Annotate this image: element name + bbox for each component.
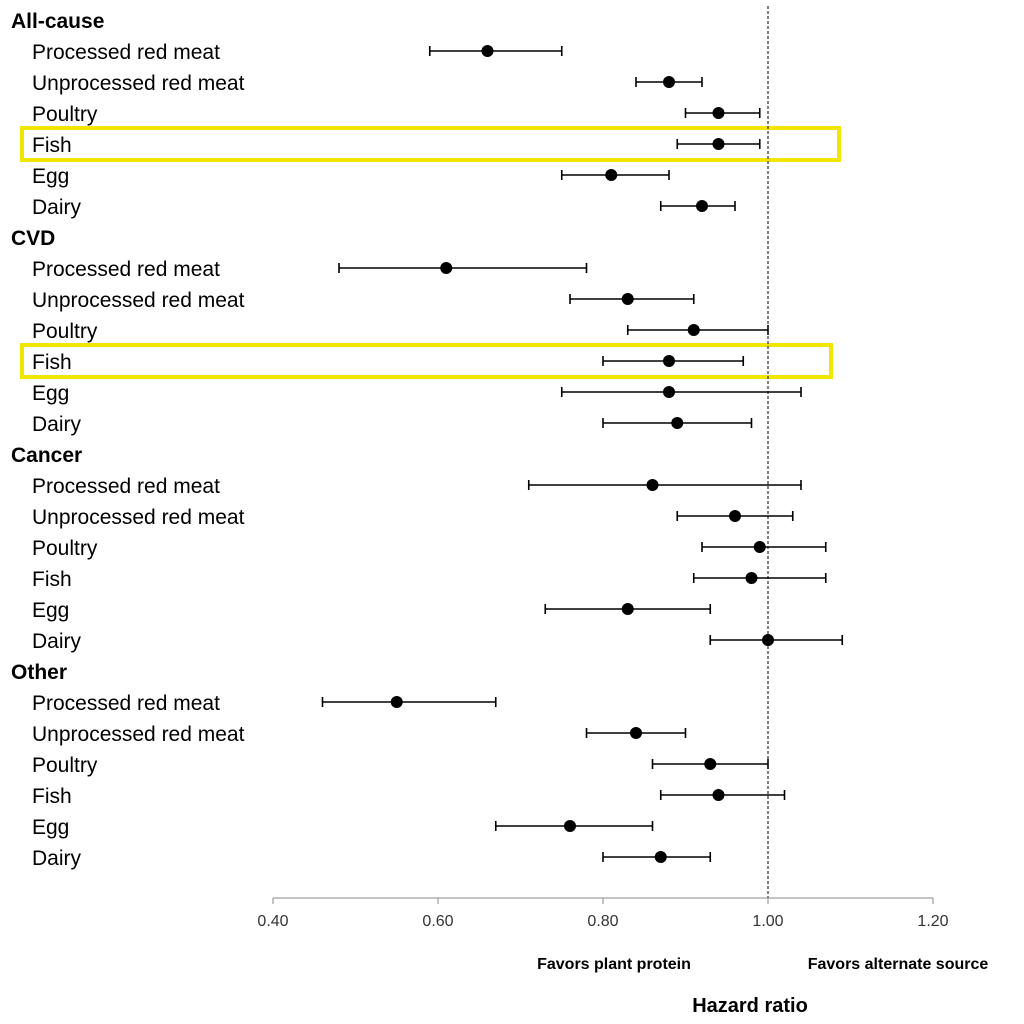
estimate-point bbox=[704, 758, 717, 770]
estimate-point bbox=[687, 324, 700, 336]
estimate-point bbox=[712, 789, 725, 801]
estimate-point bbox=[712, 107, 725, 119]
estimate-point bbox=[753, 541, 766, 553]
row-label: Egg bbox=[32, 599, 69, 622]
highlight-boxes bbox=[20, 126, 841, 379]
estimate-marks bbox=[321, 45, 844, 863]
favors-alternate-label: Favors alternate source bbox=[808, 956, 989, 973]
estimate-point bbox=[762, 634, 774, 646]
row-label: Dairy bbox=[32, 847, 82, 870]
estimate-point bbox=[671, 417, 684, 429]
favors-plant-label: Favors plant protein bbox=[537, 956, 691, 973]
estimate-point bbox=[663, 355, 675, 367]
x-tick-label: 0.40 bbox=[257, 913, 288, 930]
row-labels: All-cause Processed red meat Unprocessed r… bbox=[11, 10, 245, 870]
estimate-point bbox=[621, 293, 634, 305]
highlight-box bbox=[20, 343, 833, 379]
row-label: Fish bbox=[32, 785, 72, 808]
estimate-point bbox=[663, 76, 675, 88]
row-label: Egg bbox=[32, 165, 69, 188]
row-label: Unprocessed red meat bbox=[32, 72, 245, 95]
row-label: Processed red meat bbox=[32, 41, 220, 64]
x-axis-title: Hazard ratio bbox=[692, 995, 808, 1017]
group-label: CVD bbox=[11, 227, 55, 250]
estimate-point bbox=[605, 169, 618, 181]
x-tick-label: 0.80 bbox=[587, 913, 618, 930]
row-label: Unprocessed red meat bbox=[32, 289, 245, 312]
estimate-point bbox=[621, 603, 634, 615]
group-label: Cancer bbox=[11, 444, 82, 467]
estimate-point bbox=[712, 138, 725, 150]
row-label: Poultry bbox=[32, 537, 98, 560]
row-label: Unprocessed red meat bbox=[32, 723, 245, 746]
row-label: Dairy bbox=[32, 413, 82, 436]
row-label: Fish bbox=[32, 351, 72, 374]
estimate-point bbox=[564, 820, 576, 832]
row-label: Poultry bbox=[32, 103, 98, 126]
estimate-point bbox=[481, 45, 494, 57]
row-label: Processed red meat bbox=[32, 258, 220, 281]
row-label: Poultry bbox=[32, 754, 98, 777]
estimate-point bbox=[390, 696, 403, 708]
x-tick-label: 1.20 bbox=[917, 913, 948, 930]
estimate-point bbox=[696, 200, 708, 212]
group-label: All-cause bbox=[11, 10, 104, 33]
row-label: Processed red meat bbox=[32, 475, 220, 498]
row-label: Dairy bbox=[32, 630, 82, 653]
row-label: Egg bbox=[32, 382, 69, 405]
x-axis-ticks: 0.40 0.60 0.80 1.00 1.20 bbox=[257, 898, 949, 930]
row-label: Fish bbox=[32, 134, 72, 157]
estimate-point bbox=[654, 851, 667, 863]
group-label: Other bbox=[11, 661, 67, 684]
row-label: Egg bbox=[32, 816, 69, 839]
estimate-point bbox=[729, 510, 741, 522]
estimate-point bbox=[745, 572, 758, 584]
estimate-point bbox=[663, 386, 675, 398]
x-tick-label: 0.60 bbox=[422, 913, 453, 930]
highlight-box bbox=[20, 126, 841, 162]
row-label: Fish bbox=[32, 568, 72, 591]
row-label: Processed red meat bbox=[32, 692, 220, 715]
row-label: Unprocessed red meat bbox=[32, 506, 245, 529]
estimate-point bbox=[440, 262, 453, 274]
x-tick-label: 1.00 bbox=[752, 913, 783, 930]
row-label: Dairy bbox=[32, 196, 82, 219]
estimate-point bbox=[646, 479, 659, 491]
row-label: Poultry bbox=[32, 320, 98, 343]
estimate-point bbox=[630, 727, 642, 739]
